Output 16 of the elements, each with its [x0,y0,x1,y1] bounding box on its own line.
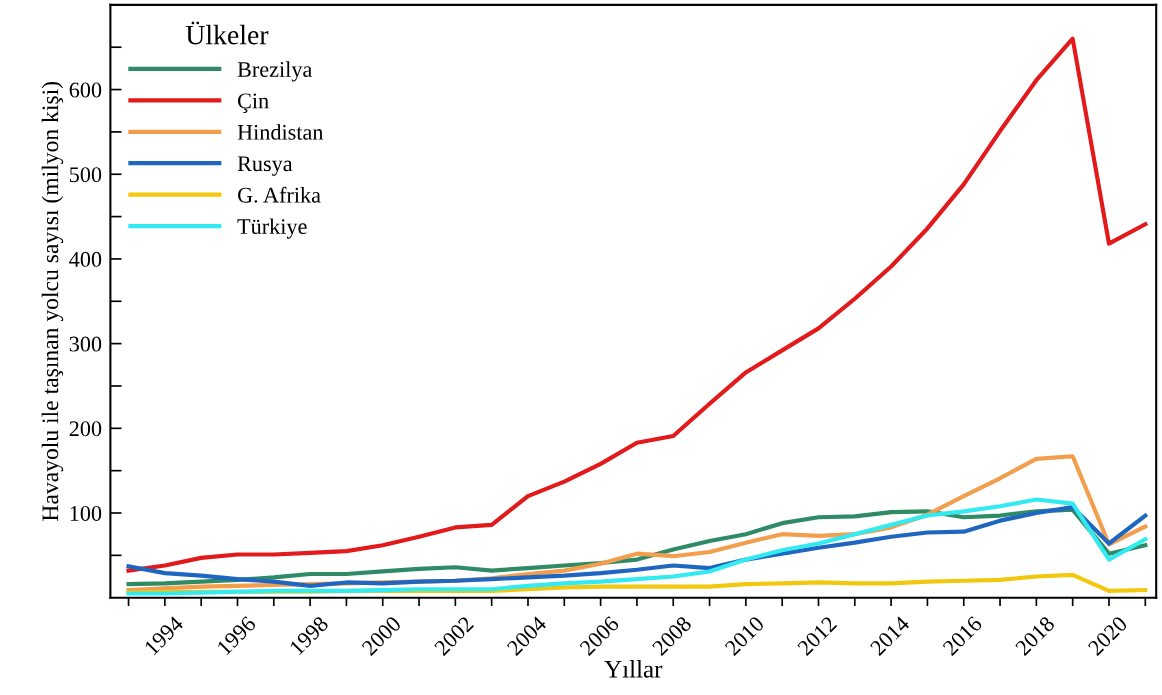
y-tick-label: 400 [69,251,102,267]
legend-label: G. Afrika [237,186,321,203]
y-axis-title: Havayolu ile taşınan yolcu sayısı (milyon kişi) [41,81,64,521]
line-series [126,497,1148,596]
legend-label: Çin [237,93,269,113]
y-tick-label: 600 [69,82,102,98]
legend-title: Ülkeler [185,21,269,45]
y-tick-label: 100 [70,505,102,521]
legend-label: Türkiye [237,218,307,239]
legend-label: Rusya [237,156,293,176]
y-tick-label: 200 [69,421,102,437]
legend-label: Brezilya [237,61,313,82]
y-tick-label: 300 [69,336,102,352]
x-axis-title: Yıllar [604,660,663,678]
legend-label: Hindistan [237,124,324,140]
y-tick-label: 500 [70,167,102,183]
